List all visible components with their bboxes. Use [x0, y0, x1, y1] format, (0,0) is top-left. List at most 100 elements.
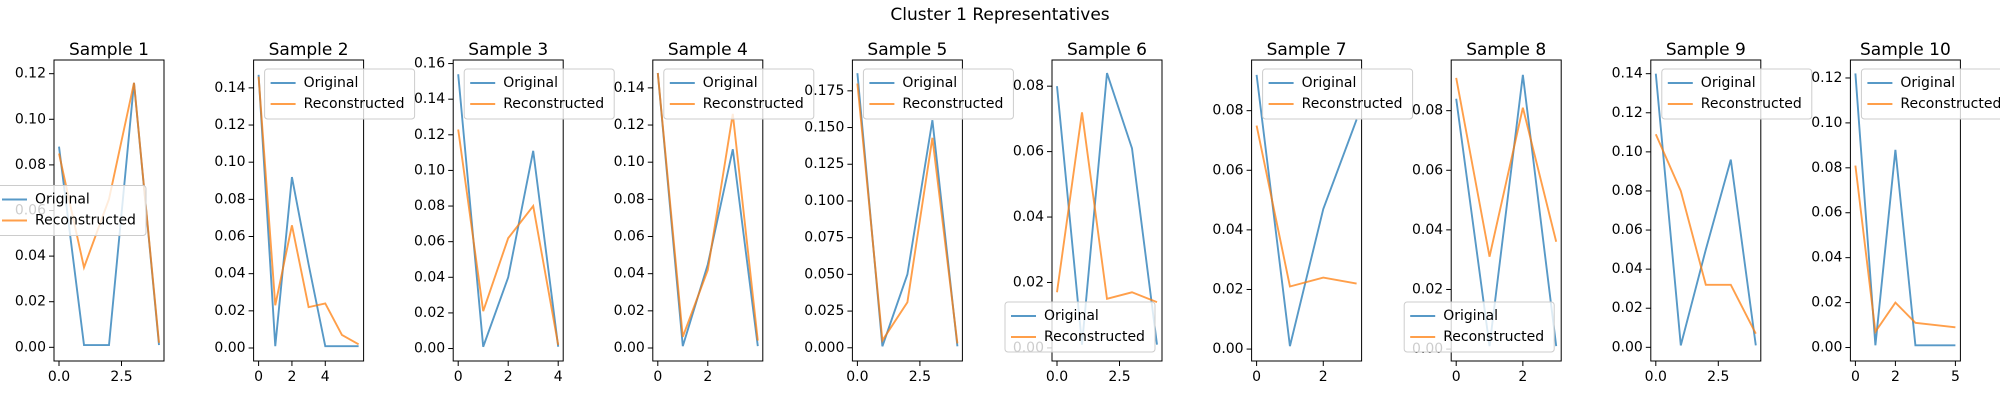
y-tick-label: 0.06: [214, 229, 245, 245]
y-tick-label: 0.02: [1412, 281, 1443, 297]
y-tick-label: 0.04: [1013, 209, 1044, 225]
series-line: [1654, 133, 1757, 335]
y-tick-label: 0.02: [214, 303, 245, 319]
y-tick-label: 0.06: [414, 234, 445, 250]
legend-box: [0, 185, 147, 236]
axes-frame: [851, 59, 963, 362]
y-tick-label: 0.04: [214, 266, 245, 282]
subplot-title: Sample 9: [1666, 40, 1746, 60]
legend-label: Original: [503, 75, 558, 91]
y-tick-label: 0.02: [1612, 300, 1643, 316]
subplot: Sample 4 0.00 0.02 0.04 0.06 0.08 0.10 0.12 0.14…: [614, 40, 764, 385]
y-tick-label: 0.16: [414, 56, 445, 72]
series-line: [1455, 77, 1558, 257]
x-tick-label: 0.0: [48, 369, 70, 385]
x-tick-label: 0.0: [1645, 369, 1667, 385]
legend-label: Reconstructed: [1701, 96, 1802, 112]
legend-label: Reconstructed: [304, 96, 405, 112]
y-tick-label: 0.02: [15, 294, 46, 310]
y-tick-label: 0.12: [414, 127, 445, 143]
series-line: [856, 83, 959, 344]
y-tick-label: 0.000: [804, 340, 844, 356]
subplot: Sample 60.000.020.040.060.080.02.5: [1013, 40, 1163, 385]
y-tick-label: 0.10: [414, 162, 445, 178]
legend-label: Original: [1900, 75, 1955, 91]
series-line: [1255, 125, 1357, 288]
x-tick-label: 0.0: [846, 369, 868, 385]
y-tick-label: 0.12: [1811, 70, 1842, 86]
x-tick-label: 2: [287, 369, 296, 385]
x-tick-label: 4: [321, 369, 330, 385]
y-tick-label: 0.075: [804, 230, 844, 246]
x-tick-label: 2.5: [1108, 369, 1130, 385]
y-tick-label: 0.00: [414, 341, 445, 357]
legend: Original Reconstructed: [1004, 301, 1156, 353]
subplot-title: Sample 4: [668, 40, 748, 60]
legend-box: [663, 68, 815, 120]
y-tick-label: 0.12: [214, 117, 245, 133]
y-tick-label: 0.02: [1212, 281, 1243, 297]
y-tick-label: 0.10: [1811, 115, 1842, 131]
y-tick-label: 0.04: [1811, 250, 1842, 266]
subplot: Sample 7 0.00 0.02 0.04 0.06 0.08 0 2: [1212, 40, 1363, 385]
y-tick-label: 0.02: [1013, 274, 1044, 290]
y-tick-label: 0.08: [1013, 78, 1044, 94]
y-tick-label: 0.06: [1412, 162, 1443, 178]
subplot: Sample 10 0.00 0.02 0.04 0.06 0.08 0.10 0.12 0 2 5: [1811, 40, 1961, 385]
series-line: [257, 76, 360, 346]
subplot-title: Sample 2: [269, 40, 349, 60]
axes-frame: [652, 59, 764, 362]
subplot-title: Sample 6: [1067, 40, 1147, 60]
axes-frame: [1051, 59, 1163, 362]
y-tick-label: 0.00: [1811, 340, 1842, 356]
y-tick-label: 0.08: [414, 198, 445, 214]
y-tick-label: 0.10: [214, 154, 245, 170]
legend-label: Reconstructed: [1044, 329, 1145, 345]
legend-label: Reconstructed: [1443, 329, 1544, 345]
axes-frame: [1650, 59, 1762, 362]
y-tick-label: 0.00: [1212, 341, 1243, 357]
legend-label: Original: [1044, 308, 1099, 324]
x-tick-label: 0: [454, 369, 463, 385]
subplot-title: Sample 7: [1267, 40, 1347, 60]
axes-frame: [1450, 59, 1562, 362]
legend-label: Original: [1443, 308, 1498, 324]
legend-label: Original: [902, 75, 957, 91]
y-tick-label: 0.02: [1811, 295, 1842, 311]
legend: Original Reconstructed: [862, 68, 1014, 120]
series-line: [656, 72, 759, 341]
legend-box: [264, 68, 416, 120]
x-tick-label: 0: [1851, 369, 1860, 385]
legend-label: Original: [1302, 75, 1357, 91]
subplot-title: Sample 5: [867, 40, 947, 60]
legend-box: [463, 68, 615, 120]
subplot-title: Sample 3: [468, 40, 548, 60]
y-tick-label: 0.06: [1013, 144, 1044, 160]
y-tick-label: 0.06: [614, 229, 645, 245]
x-tick-label: 0: [1452, 369, 1461, 385]
x-tick-label: 2.5: [110, 369, 132, 385]
y-tick-label: 0.12: [614, 117, 645, 133]
y-tick-label: 0.10: [1612, 144, 1643, 160]
legend: Original Reconstructed: [1661, 68, 1813, 120]
x-tick-label: 2: [504, 369, 513, 385]
y-tick-label: 0.00: [1612, 339, 1643, 355]
axes-frame: [253, 59, 365, 362]
legend-box: [1004, 301, 1156, 353]
legend: Original Reconstructed: [1860, 68, 2000, 120]
x-tick-label: 0: [653, 369, 662, 385]
y-tick-label: 0.06: [1612, 222, 1643, 238]
y-tick-label: 0.14: [614, 80, 645, 96]
y-tick-label: 0.06: [1212, 162, 1243, 178]
subplot-title: Sample 8: [1466, 40, 1546, 60]
y-tick-label: 0.02: [614, 303, 645, 319]
series-line: [1455, 74, 1558, 347]
y-tick-label: 0.04: [614, 266, 645, 282]
legend-label: Reconstructed: [902, 96, 1003, 112]
x-tick-label: 4: [554, 369, 563, 385]
y-tick-label: 0.050: [804, 266, 844, 282]
x-tick-label: 0: [254, 369, 263, 385]
legend-box: [1661, 68, 1813, 120]
y-tick-label: 0.125: [804, 156, 844, 172]
